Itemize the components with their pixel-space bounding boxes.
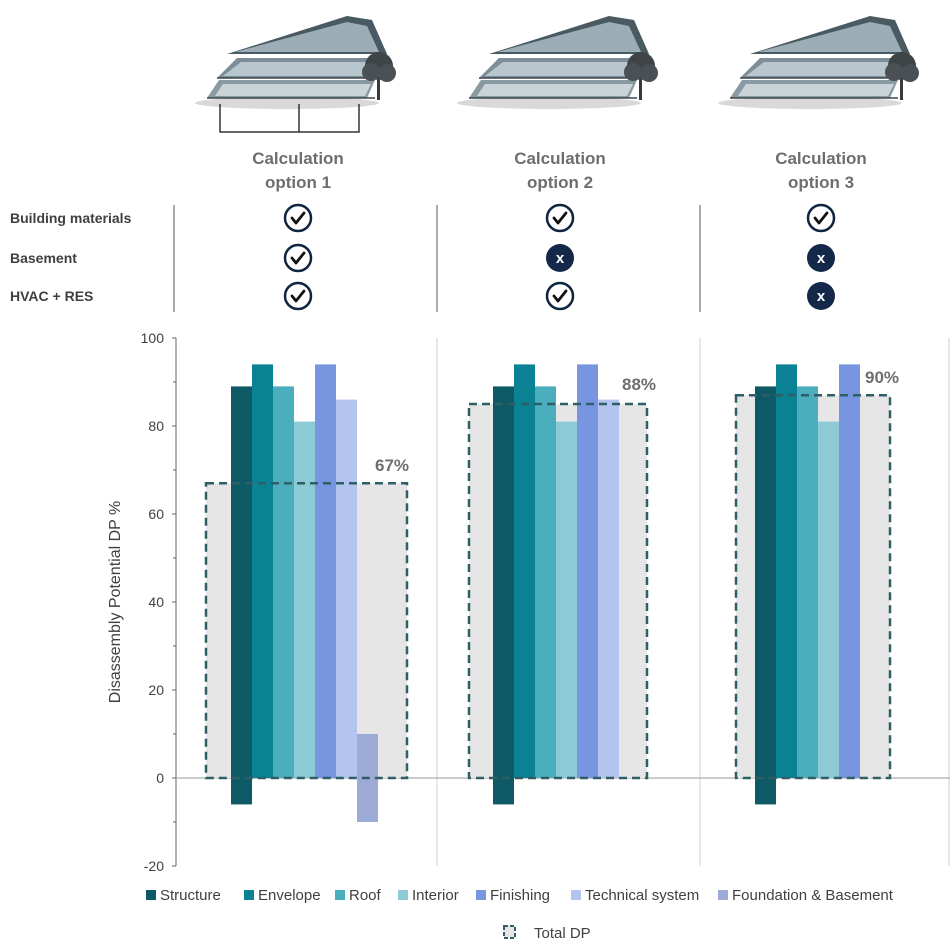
total-dp-label: 90% (865, 368, 899, 387)
check-circle-icon (806, 203, 836, 233)
check-mark (552, 211, 568, 225)
bar-structure (755, 386, 776, 805)
legend-swatch (718, 890, 728, 900)
x-mark: x (817, 250, 826, 267)
y-tick-label: 40 (148, 594, 164, 610)
legend-label-total-dp: Total DP (534, 925, 591, 942)
basement-outline (299, 104, 360, 133)
y-tick-label: -20 (144, 858, 164, 874)
check-mark (290, 289, 306, 303)
bar-interior (818, 421, 839, 778)
bar-structure (231, 386, 252, 805)
y-tick-label: 100 (141, 330, 165, 346)
building-illustration (456, 15, 659, 110)
check-circle-icon (545, 281, 575, 311)
total-dp-label: 67% (375, 456, 409, 475)
legend-label: Roof (349, 887, 382, 904)
option-subtitle: option 3 (788, 173, 854, 192)
x-circle-icon (807, 282, 835, 310)
y-axis-title: Disassembly Potential DP % (107, 501, 124, 703)
bar-technical-system (598, 399, 619, 778)
building-illustration (717, 15, 920, 110)
bar-interior (556, 421, 577, 778)
legend-swatch (398, 890, 408, 900)
check-mark (813, 211, 829, 225)
bar-interior (294, 421, 315, 778)
bar-technical-system (336, 399, 357, 778)
check-mark (552, 289, 568, 303)
bar-envelope (514, 364, 535, 778)
bar-envelope (776, 364, 797, 778)
bar-finishing (315, 364, 336, 778)
x-circle-icon (546, 244, 574, 272)
check-circle-icon (283, 243, 313, 273)
bar-finishing (839, 364, 860, 778)
legend-swatch (244, 890, 254, 900)
x-mark: x (556, 250, 565, 267)
bar-roof (797, 386, 818, 778)
legend-label: Interior (412, 887, 459, 904)
bar-finishing (577, 364, 598, 778)
check-circle-icon (283, 203, 313, 233)
total-dp-outline (467, 402, 649, 780)
check-circle-icon (545, 203, 575, 233)
row-label-hvac_res: HVAC + RES (10, 288, 93, 304)
y-tick-label: 60 (148, 506, 164, 522)
legend-swatch (571, 890, 581, 900)
row-label-building_materials: Building materials (10, 210, 132, 226)
legend-swatch-total-dp (503, 925, 516, 939)
option-title: Calculation (775, 149, 867, 168)
building-illustration (194, 15, 397, 110)
legend-swatch (476, 890, 486, 900)
legend-label: Foundation & Basement (732, 887, 894, 904)
legend-label: Finishing (490, 887, 550, 904)
legend-swatch (335, 890, 345, 900)
bar-envelope (252, 364, 273, 778)
x-circle-icon (807, 244, 835, 272)
option-subtitle: option 1 (265, 173, 331, 192)
y-tick-label: 20 (148, 682, 164, 698)
bar-roof (273, 386, 294, 778)
y-tick-label: 80 (148, 418, 164, 434)
bar-structure (493, 386, 514, 805)
bar-roof (535, 386, 556, 778)
check-mark (290, 251, 306, 265)
y-tick-label: 0 (156, 770, 164, 786)
legend-label: Technical system (585, 887, 699, 904)
check-circle-icon (283, 281, 313, 311)
legend-label: Structure (160, 887, 221, 904)
legend-label: Envelope (258, 887, 321, 904)
row-label-basement: Basement (10, 250, 77, 266)
option-title: Calculation (252, 149, 344, 168)
option-subtitle: option 2 (527, 173, 593, 192)
check-mark (290, 211, 306, 225)
option-title: Calculation (514, 149, 606, 168)
basement-outline (219, 104, 300, 133)
legend-swatch (146, 890, 156, 900)
total-dp-outline (734, 393, 892, 780)
x-mark: x (817, 288, 826, 305)
total-dp-label: 88% (622, 375, 656, 394)
